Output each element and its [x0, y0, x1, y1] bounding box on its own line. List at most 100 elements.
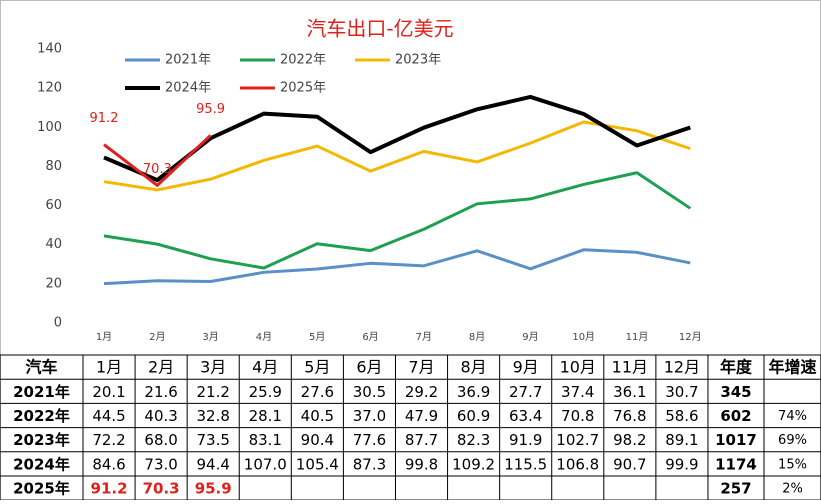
table-cell: 73.0 [144, 455, 177, 473]
x-tick-label: 5月 [309, 331, 325, 343]
table-cell: 91.9 [509, 431, 542, 449]
data-label: 91.2 [90, 111, 119, 126]
table-cell: 82.3 [457, 431, 490, 449]
legend-label: 2021年 [165, 53, 211, 68]
x-tick-label: 8月 [469, 331, 485, 343]
table-cell: 90.7 [613, 455, 646, 473]
table-cell: 87.7 [405, 431, 438, 449]
series-line [103, 248, 691, 286]
y-tick-label: 80 [45, 159, 62, 174]
table-cell: 27.7 [509, 383, 542, 401]
table-cell: 12月 [664, 358, 700, 377]
table-cell: 106.8 [556, 455, 599, 473]
table-cell: 8月 [461, 358, 487, 377]
table-cell: 602 [720, 407, 751, 425]
table-cell: 2023年 [13, 431, 70, 449]
table-cell: 6月 [356, 358, 382, 377]
table-cell: 20.1 [92, 383, 125, 401]
series-line [103, 120, 691, 192]
table-cell: 年度 [720, 358, 753, 377]
series-line [103, 171, 692, 270]
table-cell: 87.3 [353, 455, 386, 473]
x-tick-label: 1月 [96, 331, 112, 343]
table-cell: 105.4 [296, 455, 339, 473]
x-tick-label: 2月 [149, 331, 165, 343]
data-label: 95.9 [196, 102, 225, 117]
table-cell: 21.6 [144, 383, 177, 401]
chart-title: 汽车出口-亿美元 [306, 17, 453, 41]
table-cell: 2% [782, 482, 803, 497]
legend-label: 2023年 [395, 53, 441, 68]
table-cell: 1月 [96, 358, 122, 377]
table-cell: 115.5 [504, 455, 547, 473]
table-cell: 76.8 [613, 407, 646, 425]
table-cell: 70.3 [143, 480, 180, 498]
table-cell: 40.5 [301, 407, 334, 425]
table-cell: 2025年 [13, 480, 70, 498]
x-tick-label: 10月 [572, 331, 595, 343]
table-cell: 73.5 [196, 431, 229, 449]
x-tick-label: 7月 [416, 331, 432, 343]
y-tick-label: 100 [37, 120, 62, 135]
table-cell: 36.1 [613, 383, 646, 401]
table-cell: 7月 [408, 358, 434, 377]
table-cell: 25.9 [249, 383, 282, 401]
table-cell: 3月 [200, 358, 226, 377]
table-cell: 44.5 [92, 407, 125, 425]
x-tick-label: 12月 [679, 331, 702, 343]
table-cell: 60.9 [457, 407, 490, 425]
table-cell: 70.8 [561, 407, 594, 425]
table-cell: 37.0 [353, 407, 386, 425]
table-cell: 10月 [560, 358, 596, 377]
x-tick-label: 9月 [522, 331, 538, 343]
table-cell: 58.6 [665, 407, 698, 425]
table-cell: 68.0 [144, 431, 177, 449]
table-cell: 4月 [252, 358, 278, 377]
x-tick-label: 11月 [626, 331, 649, 343]
table-cell: 74% [778, 409, 807, 424]
table-cell: 257 [720, 480, 751, 498]
data-label: 70.3 [143, 162, 172, 177]
x-tick-label: 3月 [202, 331, 218, 343]
table-cell: 1017 [715, 431, 757, 449]
table-cell: 69% [778, 433, 807, 448]
table-cell: 2022年 [13, 407, 70, 425]
table-cell: 11月 [612, 358, 648, 377]
x-tick-label: 4月 [256, 331, 272, 343]
table-cell: 汽车 [25, 358, 57, 377]
series-line [103, 134, 212, 187]
table-cell: 36.9 [457, 383, 490, 401]
table-cell: 77.6 [353, 431, 386, 449]
y-tick-label: 60 [45, 198, 62, 213]
y-tick-label: 120 [37, 81, 62, 96]
legend-label: 2025年 [280, 81, 326, 96]
y-tick-label: 140 [37, 42, 62, 57]
table-cell: 29.2 [405, 383, 438, 401]
table-cell: 98.2 [613, 431, 646, 449]
table-cell: 99.9 [665, 455, 698, 473]
y-tick-label: 0 [54, 316, 62, 331]
x-tick-label: 6月 [362, 331, 378, 343]
table-cell: 345 [720, 383, 751, 401]
table-cell: 1174 [715, 455, 757, 473]
table-cell: 109.2 [452, 455, 495, 473]
table-cell: 年增速 [768, 358, 816, 377]
table-cell: 2024年 [13, 455, 70, 473]
table-cell: 30.7 [665, 383, 698, 401]
table-cell: 47.9 [405, 407, 438, 425]
table-cell: 89.1 [665, 431, 698, 449]
table-cell: 5月 [304, 358, 330, 377]
table-cell: 83.1 [249, 431, 282, 449]
table-cell: 102.7 [556, 431, 599, 449]
table-cell: 21.2 [196, 383, 229, 401]
table-cell: 95.9 [195, 480, 232, 498]
table-cell: 99.8 [405, 455, 438, 473]
table-cell: 84.6 [92, 455, 125, 473]
table-cell: 2021年 [13, 383, 70, 401]
table-cell: 94.4 [196, 455, 229, 473]
table-cell: 28.1 [249, 407, 282, 425]
table-cell: 15% [778, 457, 807, 472]
table-cell: 2月 [148, 358, 174, 377]
